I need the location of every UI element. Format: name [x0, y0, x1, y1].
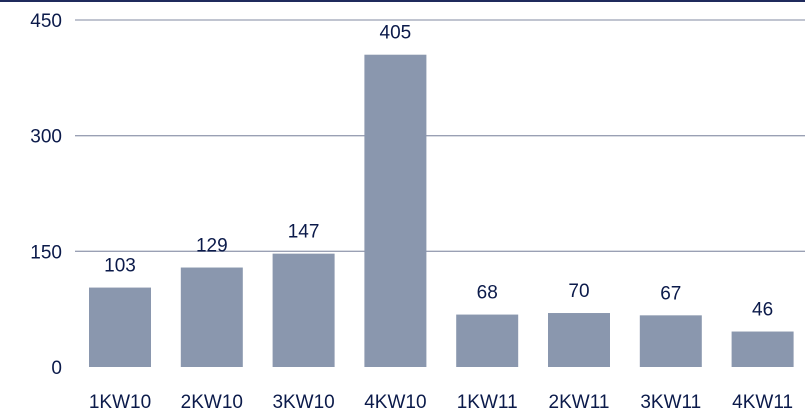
bar — [639, 315, 702, 367]
x-axis-tick-labels: 1KW10 2KW10 3KW10 4KW10 1KW11 2KW11 3KW11 4KW11 — [89, 392, 793, 413]
x-tick-label: 3KW11 — [640, 392, 701, 413]
bar — [272, 253, 335, 367]
data-label: 129 — [196, 236, 228, 257]
data-label: 67 — [660, 283, 681, 304]
top-border-line — [0, 0, 805, 2]
data-label: 103 — [104, 256, 136, 277]
bar — [180, 267, 243, 367]
bar — [89, 287, 151, 367]
y-tick-label: 150 — [30, 242, 62, 263]
x-tick-label: 2KW10 — [181, 392, 243, 413]
data-label: 46 — [752, 300, 773, 321]
x-tick-label: 2KW11 — [549, 392, 610, 413]
y-tick-label: 450 — [30, 11, 62, 32]
x-tick-label: 4KW11 — [732, 392, 793, 413]
data-label: 147 — [288, 222, 320, 243]
bar — [456, 314, 519, 367]
data-label: 68 — [477, 283, 498, 304]
x-tick-label: 1KW11 — [457, 392, 518, 413]
x-tick-label: 1KW10 — [89, 392, 151, 413]
y-tick-label: 300 — [30, 127, 62, 148]
data-label: 405 — [380, 23, 412, 44]
y-tick-label: 0 — [51, 358, 62, 379]
x-tick-label: 3KW10 — [272, 392, 334, 413]
x-tick-label: 4KW10 — [364, 392, 426, 413]
data-labels: 103 129 147 405 68 70 67 46 — [104, 23, 773, 321]
gridlines — [75, 19, 805, 252]
bar — [731, 331, 794, 367]
y-axis-tick-labels: 0 150 300 450 — [30, 11, 62, 379]
bars — [89, 54, 794, 367]
bar — [364, 54, 427, 367]
data-label: 70 — [568, 281, 589, 302]
bar — [548, 313, 610, 367]
